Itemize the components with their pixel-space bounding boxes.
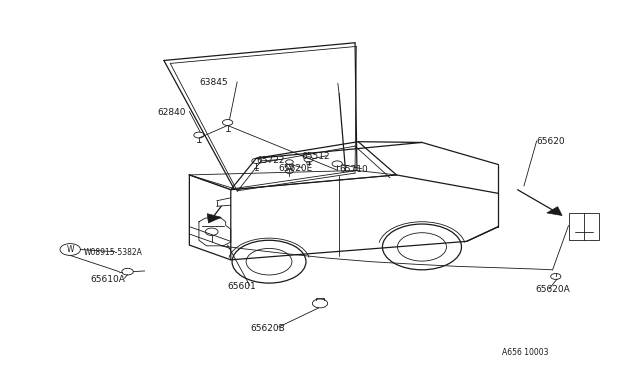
Text: 65601: 65601 xyxy=(228,282,257,291)
Text: 65620B: 65620B xyxy=(250,324,285,333)
Text: W: W xyxy=(67,245,74,254)
Text: W08915-5382A: W08915-5382A xyxy=(84,248,143,257)
Text: 65710: 65710 xyxy=(339,165,368,174)
Text: 65610A: 65610A xyxy=(91,275,125,283)
Text: 65512: 65512 xyxy=(301,152,330,161)
Text: 65620E: 65620E xyxy=(278,164,313,173)
Text: A656 10003: A656 10003 xyxy=(502,349,548,357)
Polygon shape xyxy=(547,207,562,215)
Text: 63845: 63845 xyxy=(199,78,228,87)
Text: 65722: 65722 xyxy=(256,155,285,165)
Text: 62840: 62840 xyxy=(157,108,186,117)
Text: 65620A: 65620A xyxy=(536,285,570,294)
Text: 65620: 65620 xyxy=(537,137,565,146)
Polygon shape xyxy=(207,214,221,223)
